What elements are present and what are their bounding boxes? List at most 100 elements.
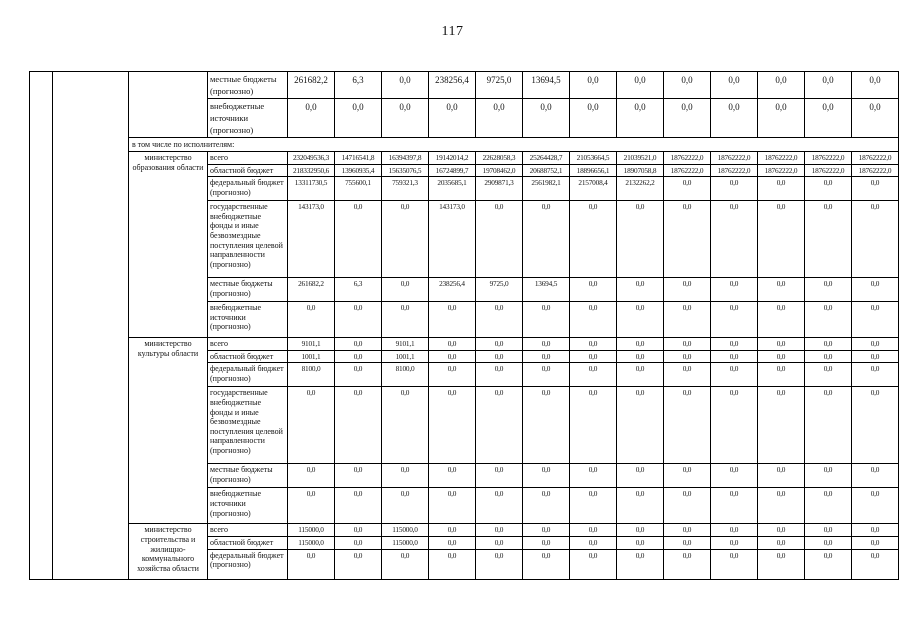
value-cell: 0,0 <box>710 176 758 202</box>
value-cell: 0,0 <box>522 301 570 339</box>
value-cell: 0,0 <box>616 98 664 138</box>
value-cell: 0,0 <box>851 548 899 580</box>
value-cell: 0,0 <box>757 200 805 279</box>
value-cell: 143173,0 <box>287 200 335 279</box>
value-cell: 0,0 <box>710 386 758 465</box>
value-cell: 0,0 <box>428 362 476 388</box>
value-cell: 0,0 <box>710 535 758 550</box>
budget-type-label: областной бюджет <box>207 163 288 178</box>
value-cell: 0,0 <box>851 362 899 388</box>
value-cell: 0,0 <box>710 362 758 388</box>
value-cell: 0,0 <box>757 176 805 202</box>
value-cell: 0,0 <box>522 200 570 279</box>
value-cell: 0,0 <box>663 301 711 339</box>
value-cell: 0,0 <box>663 463 711 489</box>
value-cell: 0,0 <box>851 71 899 99</box>
value-cell: 0,0 <box>334 337 382 351</box>
value-cell: 0,0 <box>616 349 664 364</box>
value-cell: 18762222,0 <box>757 151 805 165</box>
page-number: 117 <box>441 24 464 39</box>
value-cell: 0,0 <box>663 362 711 388</box>
value-cell: 0,0 <box>569 349 617 364</box>
value-cell: 18762222,0 <box>663 163 711 178</box>
value-cell: 0,0 <box>804 463 852 489</box>
value-cell: 0,0 <box>334 349 382 364</box>
value-cell: 0,0 <box>381 463 429 489</box>
value-cell: 0,0 <box>569 71 617 99</box>
table-row: министерство образования области всего 232… <box>30 150 899 339</box>
value-cell: 18762222,0 <box>710 151 758 165</box>
value-cell: 0,0 <box>804 98 852 138</box>
value-cell: 0,0 <box>569 98 617 138</box>
value-cell: 0,0 <box>287 548 335 580</box>
value-cell: 0,0 <box>616 337 664 351</box>
value-cell: 0,0 <box>804 301 852 339</box>
value-cell: 0,0 <box>616 277 664 303</box>
value-cell: 0,0 <box>569 301 617 339</box>
value-cell: 0,0 <box>710 337 758 351</box>
value-cell: 0,0 <box>381 301 429 339</box>
value-cell: 18762222,0 <box>757 163 805 178</box>
value-cell: 1001,1 <box>287 349 335 364</box>
value-cell: 0,0 <box>710 71 758 99</box>
table-row: государственные внебюджетные фонды и ины… <box>30 200 899 279</box>
value-cell: 0,0 <box>522 463 570 489</box>
value-cell: 0,0 <box>804 337 852 351</box>
value-cell: 0,0 <box>522 523 570 537</box>
value-cell: 0,0 <box>334 535 382 550</box>
value-cell: 0,0 <box>334 200 382 279</box>
value-cell: 0,0 <box>381 548 429 580</box>
value-cell: 0,0 <box>851 463 899 489</box>
value-cell: 0,0 <box>428 535 476 550</box>
value-cell: 0,0 <box>663 337 711 351</box>
budget-type-label: государственные внебюджетные фонды и ины… <box>207 200 288 279</box>
value-cell: 0,0 <box>381 386 429 465</box>
value-cell: 0,0 <box>569 362 617 388</box>
table-row: местные бюджеты (прогнозно) 261682,2 6,3 0,… <box>30 277 899 303</box>
budget-type-label: всего <box>207 337 288 351</box>
value-cell: 13694,5 <box>522 277 570 303</box>
value-cell: 1001,1 <box>381 349 429 364</box>
left-margin-cell-2 <box>52 71 129 580</box>
value-cell: 0,0 <box>569 548 617 580</box>
value-cell: 18896656,1 <box>569 163 617 178</box>
value-cell: 19142014,2 <box>428 151 476 165</box>
value-cell: 0,0 <box>804 535 852 550</box>
value-cell: 0,0 <box>475 301 523 339</box>
value-cell: 0,0 <box>616 463 664 489</box>
value-cell: 0,0 <box>804 200 852 279</box>
value-cell: 0,0 <box>804 176 852 202</box>
budget-type-label: внебюджетные источники (прогнозно) <box>207 98 288 138</box>
value-cell: 0,0 <box>804 349 852 364</box>
value-cell: 0,0 <box>663 487 711 525</box>
value-cell: 8100,0 <box>381 362 429 388</box>
value-cell: 0,0 <box>851 386 899 465</box>
value-cell: 0,0 <box>663 386 711 465</box>
value-cell: 0,0 <box>757 277 805 303</box>
value-cell: 22628058,3 <box>475 151 523 165</box>
value-cell: 218332950,6 <box>287 163 335 178</box>
value-cell: 2909871,3 <box>475 176 523 202</box>
value-cell: 0,0 <box>757 548 805 580</box>
value-cell: 0,0 <box>475 200 523 279</box>
value-cell: 9725,0 <box>475 71 523 99</box>
value-cell: 6,3 <box>334 71 382 99</box>
value-cell: 0,0 <box>710 349 758 364</box>
value-cell: 0,0 <box>475 487 523 525</box>
value-cell: 0,0 <box>428 548 476 580</box>
value-cell: 0,0 <box>710 523 758 537</box>
value-cell: 0,0 <box>616 535 664 550</box>
table-row: областной бюджет 115000,0 0,0 115000,0 0,0 0,… <box>30 535 899 550</box>
value-cell: 0,0 <box>475 98 523 138</box>
value-cell: 261682,2 <box>287 277 335 303</box>
value-cell: 0,0 <box>287 463 335 489</box>
value-cell: 25264428,7 <box>522 151 570 165</box>
value-cell: 0,0 <box>616 200 664 279</box>
value-cell: 238256,4 <box>428 71 476 99</box>
budget-type-label: федеральный бюджет (прогнозно) <box>207 548 288 580</box>
table-row: внебюджетные источники (прогнозно) 0,0 0,0… <box>30 301 899 339</box>
value-cell: 0,0 <box>851 337 899 351</box>
value-cell: 0,0 <box>616 548 664 580</box>
value-cell: 0,0 <box>663 349 711 364</box>
